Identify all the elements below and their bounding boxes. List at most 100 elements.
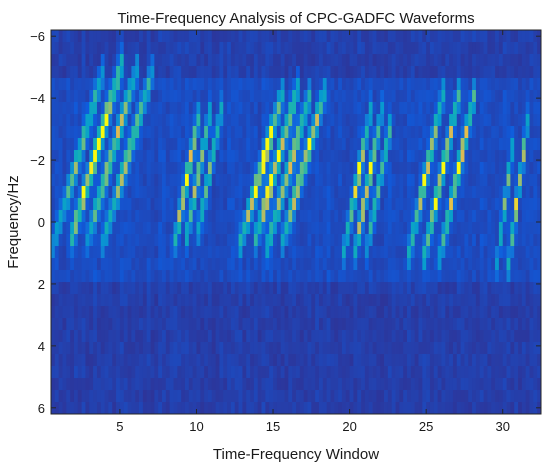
heatmap-cell bbox=[158, 366, 163, 379]
heatmap-cell bbox=[139, 390, 144, 403]
heatmap-cell bbox=[165, 222, 171, 235]
heatmap-cell bbox=[426, 318, 431, 331]
heatmap-cell bbox=[460, 354, 465, 367]
heatmap-cell bbox=[119, 306, 125, 319]
heatmap-cell bbox=[426, 222, 431, 235]
heatmap-cell bbox=[407, 90, 412, 103]
heatmap-cell bbox=[188, 366, 194, 379]
heatmap-cell bbox=[177, 126, 182, 139]
heatmap-cell bbox=[311, 174, 316, 187]
heatmap-cell bbox=[104, 186, 109, 199]
heatmap-cell bbox=[315, 318, 320, 331]
heatmap-cell bbox=[502, 234, 507, 247]
heatmap-cell bbox=[318, 318, 324, 331]
heatmap-cell bbox=[322, 186, 328, 199]
heatmap-cell bbox=[537, 174, 542, 187]
heatmap-cell bbox=[207, 318, 213, 331]
heatmap-cell bbox=[284, 222, 289, 235]
heatmap-cell bbox=[479, 54, 484, 67]
heatmap-cell bbox=[112, 282, 117, 295]
heatmap-cell bbox=[364, 378, 370, 391]
heatmap-cell bbox=[269, 114, 274, 127]
heatmap-cell bbox=[410, 270, 416, 283]
heatmap-cell bbox=[184, 294, 190, 307]
heatmap-cell bbox=[472, 210, 477, 223]
heatmap-cell bbox=[207, 114, 213, 127]
heatmap-cell bbox=[108, 210, 113, 223]
heatmap-cell bbox=[192, 234, 197, 247]
heatmap-cell bbox=[296, 354, 301, 367]
heatmap-cell bbox=[322, 354, 328, 367]
heatmap-cell bbox=[280, 330, 285, 343]
heatmap-cell bbox=[506, 66, 511, 79]
heatmap-cell bbox=[238, 138, 243, 151]
heatmap-cell bbox=[265, 354, 270, 367]
heatmap-cell bbox=[219, 150, 224, 163]
heatmap-cell bbox=[257, 306, 262, 319]
heatmap-cell bbox=[127, 342, 132, 355]
heatmap-cell bbox=[177, 198, 182, 211]
heatmap-cell bbox=[307, 306, 312, 319]
heatmap-cell bbox=[177, 318, 182, 331]
heatmap-cell bbox=[242, 354, 247, 367]
heatmap-cell bbox=[433, 42, 439, 55]
heatmap-cell bbox=[368, 126, 373, 139]
heatmap-cell bbox=[234, 282, 239, 295]
heatmap-cell bbox=[100, 102, 105, 115]
heatmap-cell bbox=[464, 222, 469, 235]
heatmap-cell bbox=[158, 402, 163, 415]
heatmap-cell bbox=[361, 222, 366, 235]
heatmap-cell bbox=[437, 378, 442, 391]
heatmap-cell bbox=[119, 294, 125, 307]
heatmap-cell bbox=[204, 258, 209, 271]
heatmap-cell bbox=[422, 342, 427, 355]
heatmap-cell bbox=[311, 66, 316, 79]
heatmap-cell bbox=[399, 354, 404, 367]
heatmap-cell bbox=[380, 66, 385, 79]
heatmap-cell bbox=[62, 174, 67, 187]
heatmap-cell bbox=[261, 138, 266, 151]
heatmap-cell bbox=[85, 402, 90, 415]
heatmap-cell bbox=[334, 354, 339, 367]
heatmap-cell bbox=[273, 162, 278, 175]
heatmap-cell bbox=[510, 366, 515, 379]
heatmap-cell bbox=[380, 54, 385, 67]
heatmap-cell bbox=[238, 342, 243, 355]
heatmap-cell bbox=[345, 138, 350, 151]
heatmap-cell bbox=[89, 198, 94, 211]
heatmap-cell bbox=[326, 162, 331, 175]
heatmap-cell bbox=[81, 90, 86, 103]
heatmap-cell bbox=[253, 54, 259, 67]
heatmap-cell bbox=[139, 306, 144, 319]
heatmap-cell bbox=[135, 318, 140, 331]
heatmap-cell bbox=[307, 102, 312, 115]
heatmap-cell bbox=[433, 210, 439, 223]
heatmap-cell bbox=[368, 294, 373, 307]
heatmap-cell bbox=[123, 270, 128, 283]
heatmap-cell bbox=[154, 210, 159, 223]
heatmap-cell bbox=[334, 150, 339, 163]
heatmap-cell bbox=[334, 138, 339, 151]
heatmap-cell bbox=[219, 330, 224, 343]
heatmap-cell bbox=[433, 90, 439, 103]
heatmap-cell bbox=[491, 42, 496, 55]
heatmap-cell bbox=[158, 198, 163, 211]
heatmap-cell bbox=[280, 102, 285, 115]
heatmap-cell bbox=[116, 294, 121, 307]
heatmap-cell bbox=[261, 186, 266, 199]
heatmap-cell bbox=[429, 222, 435, 235]
heatmap-cell bbox=[77, 198, 83, 211]
heatmap-cell bbox=[284, 198, 289, 211]
y-tick-label: −6 bbox=[30, 29, 45, 44]
heatmap-cell bbox=[349, 186, 354, 199]
heatmap-cell bbox=[429, 246, 435, 259]
heatmap-cell bbox=[246, 90, 251, 103]
heatmap-cell bbox=[192, 174, 197, 187]
heatmap-cell bbox=[433, 390, 439, 403]
heatmap-cell bbox=[234, 126, 239, 139]
heatmap-cell bbox=[483, 114, 488, 127]
heatmap-cell bbox=[495, 126, 500, 139]
heatmap-cell bbox=[514, 294, 519, 307]
heatmap-cell bbox=[196, 114, 201, 127]
heatmap-cell bbox=[380, 258, 385, 271]
